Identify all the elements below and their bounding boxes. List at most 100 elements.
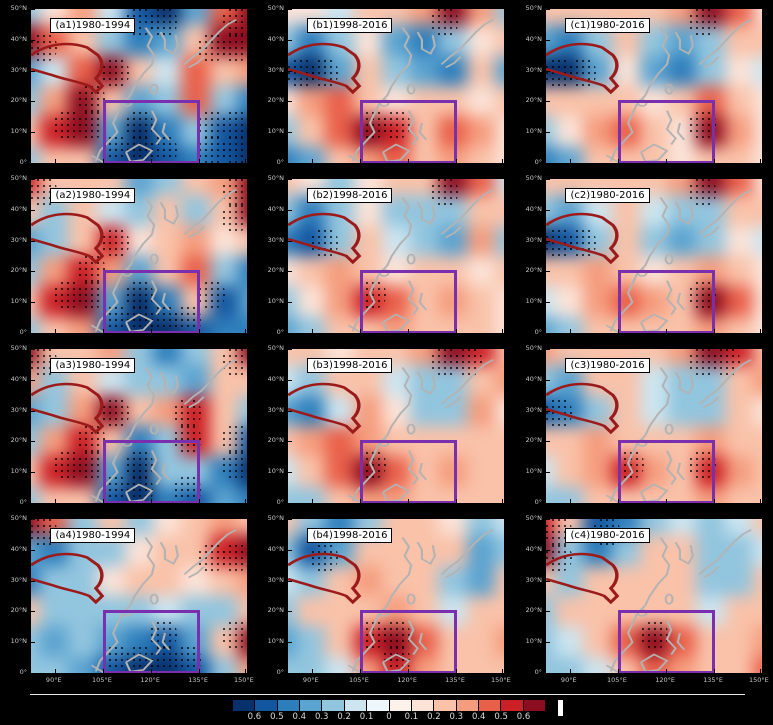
tibetan-plateau-outline — [288, 212, 362, 265]
colorbar-end-cap — [558, 700, 563, 716]
field-cell — [31, 116, 40, 147]
field-cell — [31, 9, 40, 26]
map-canvas: (a4)1980-1994 — [30, 518, 248, 674]
axis-tick-y — [31, 349, 35, 350]
y-tick-label: 40°N — [10, 374, 27, 383]
field-cell — [181, 365, 210, 396]
axis-tick-y — [546, 441, 550, 443]
field-cell — [753, 486, 762, 503]
axis-tick-y — [546, 519, 550, 520]
tibetan-plateau-outline — [31, 212, 105, 265]
field-cell — [753, 456, 762, 487]
tibetan-plateau-outline — [288, 552, 362, 605]
field-cell — [410, 656, 439, 673]
axis-tick-x — [54, 329, 56, 333]
field-cell — [554, 656, 584, 673]
field-cell — [410, 565, 439, 596]
y-tick-label: 40°N — [10, 204, 27, 213]
axis-tick-x — [408, 329, 410, 333]
y-tick-label: 0° — [276, 158, 284, 166]
y-tick-label: 10°N — [267, 637, 284, 646]
y-tick-label: 50°N — [525, 514, 542, 522]
axis-tick-y — [546, 101, 550, 103]
axis-tick-y — [288, 549, 292, 551]
field-cell — [554, 456, 584, 487]
y-tick-label: 40°N — [267, 374, 284, 383]
panel-label: (c4)1980-2016 — [565, 528, 650, 544]
y-tick-label: 0° — [276, 498, 284, 506]
field-cell — [325, 256, 354, 287]
field-cell — [410, 146, 439, 163]
axis-tick-x — [151, 159, 153, 163]
field-cell — [153, 55, 182, 86]
field-cell — [438, 626, 467, 657]
field-cell — [466, 146, 496, 163]
axis-tick-y — [546, 132, 550, 134]
field-cell — [724, 9, 754, 26]
axis-tick-y — [31, 70, 35, 72]
axis-tick-x — [569, 329, 571, 333]
y-tick-label: 10°N — [525, 467, 542, 476]
axis-tick-x — [54, 499, 56, 503]
field-cell — [238, 486, 247, 503]
colorbar-segment — [434, 700, 457, 711]
field-cell — [611, 116, 640, 147]
axis-tick-x — [569, 159, 571, 163]
field-cell — [668, 316, 697, 333]
field-cell — [466, 535, 496, 566]
field-cell — [238, 365, 247, 396]
x-tick-label: 150°E — [490, 676, 511, 684]
axis-tick-y — [31, 441, 35, 443]
y-tick-label: 50°N — [10, 514, 27, 522]
colorbar-labels: 0.6 0.5 0.4 0.3 0.2 0.1 0 0.1 0.2 0.3 0.4 0.5 0.6 — [232, 712, 546, 724]
field-cell — [288, 25, 297, 56]
y-tick-label: 50°N — [10, 344, 27, 352]
study-region-box — [103, 439, 201, 503]
field-cell — [753, 519, 762, 536]
map-panel-b2: (b2)1998-2016 50°N 40°N 30°N 20°N 10°N 0° — [257, 170, 515, 340]
field-cell — [466, 225, 496, 256]
field-cell — [639, 146, 669, 163]
y-tick-label: 40°N — [267, 34, 284, 43]
y-tick-label: 50°N — [525, 174, 542, 182]
field-cell — [724, 395, 754, 426]
axis-tick-y — [546, 39, 550, 41]
stipple-dots — [197, 32, 225, 63]
field-cell — [153, 519, 182, 536]
colorbar-segment — [344, 700, 368, 711]
colorbar-segment — [233, 700, 256, 711]
coastline-svg — [288, 189, 494, 333]
y-tick-label: 10°N — [10, 637, 27, 646]
field-cell — [438, 656, 467, 673]
field-cell — [209, 395, 239, 426]
field-cell — [611, 286, 640, 317]
tibetan-plateau-outline — [288, 42, 362, 95]
field-cell — [288, 286, 297, 317]
y-tick-label: 0° — [534, 158, 542, 166]
field-cell — [238, 86, 247, 117]
field-cell — [438, 519, 467, 536]
stipple-layer — [288, 9, 504, 163]
field-cell — [466, 86, 496, 117]
field-cell — [546, 486, 555, 503]
field-cell — [325, 596, 354, 627]
axis-tick-x — [666, 329, 668, 333]
field-cell — [296, 316, 326, 333]
y-tick-label: 20°N — [10, 96, 27, 105]
stipple-dots — [688, 349, 716, 377]
y-tick-label: 50°N — [267, 514, 284, 522]
field-cell — [495, 86, 504, 117]
axis-tick-y — [546, 179, 550, 180]
field-cell — [495, 395, 504, 426]
y-tick-label: 40°N — [10, 34, 27, 43]
field-cell — [288, 146, 297, 163]
panel-label: (b2)1998-2016 — [307, 188, 393, 204]
axis-tick-y — [288, 379, 292, 381]
y-tick-label: 40°N — [525, 544, 542, 553]
field-cell — [438, 535, 467, 566]
field-cell — [668, 519, 697, 536]
field-cell — [696, 55, 725, 86]
coastline-svg — [31, 359, 237, 503]
axis-tick-y — [31, 379, 35, 381]
field-cell — [554, 316, 584, 333]
